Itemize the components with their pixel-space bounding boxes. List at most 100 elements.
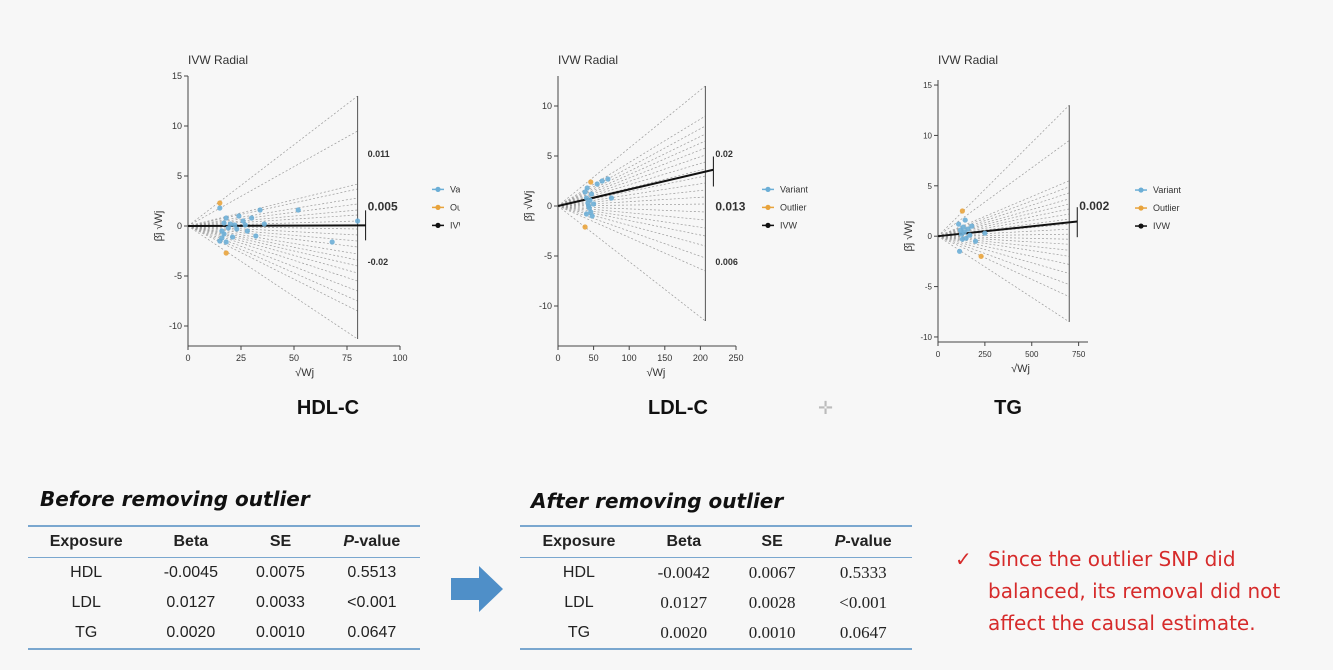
radial-scale-label: 0.002 <box>1079 199 1109 213</box>
col-header: Exposure <box>28 525 145 558</box>
variant-point <box>329 239 335 245</box>
radial-guide-line <box>187 130 358 227</box>
variant-point <box>223 215 229 221</box>
ivw-fit-line <box>557 168 714 207</box>
y-tick-label: 10 <box>172 121 182 131</box>
x-axis-label: √Wj <box>646 367 665 379</box>
after-table: Exposure Beta SE P-value HDL -0.0042 0.0… <box>520 525 912 650</box>
radial-scale-label: 0.011 <box>368 149 390 159</box>
y-axis-label: β̂j √Wj <box>903 221 915 252</box>
legend-key-dot <box>1138 223 1144 229</box>
y-tick-label: -5 <box>925 283 933 292</box>
radial-guide-line <box>937 186 1070 237</box>
x-tick-label: 150 <box>657 353 672 363</box>
variant-point <box>956 248 963 254</box>
legend-key-dot <box>435 204 441 210</box>
p-letter: P <box>343 533 355 550</box>
radial-guide-line <box>187 209 358 227</box>
variant-point <box>253 233 259 239</box>
radial-guide-line <box>557 154 706 207</box>
plus-icon: ✛ <box>818 398 834 418</box>
y-tick-label: 5 <box>928 182 933 191</box>
legend-label: Variant <box>780 184 808 194</box>
variant-point <box>582 189 588 195</box>
radial-guide-line <box>187 225 358 340</box>
x-tick-label: 250 <box>728 353 743 363</box>
variant-point <box>223 239 229 245</box>
radial-guide-line <box>557 205 706 259</box>
cell: 0.0647 <box>814 618 912 650</box>
radial-guide-line <box>937 235 1070 240</box>
legend-label: Outlier <box>1153 203 1180 213</box>
radial-guide-line <box>557 189 706 207</box>
p-letter: P <box>834 533 846 550</box>
variant-point <box>589 213 595 219</box>
note-line: affect the causal estimate. <box>988 611 1256 635</box>
variant-point <box>962 217 968 223</box>
cell: LDL <box>564 594 594 611</box>
variant-point <box>965 226 971 232</box>
variant-point <box>961 229 967 235</box>
cell: HDL <box>562 564 595 581</box>
radial-guide-line <box>937 235 1070 245</box>
x-tick-label: 0 <box>185 353 190 363</box>
note-line: Since the outlier SNP did <box>988 547 1236 571</box>
radial-guide-line <box>187 95 358 227</box>
radial-guide-line <box>937 198 1070 237</box>
y-tick-label: 10 <box>923 131 932 140</box>
legend-label: Variant <box>450 184 460 194</box>
legend-key-dot <box>435 186 441 192</box>
y-tick-label: -10 <box>920 333 932 342</box>
table-row: TG 0.0020 0.0010 0.0647 <box>520 618 912 650</box>
legend-label: Outlier <box>780 202 807 212</box>
variant-point <box>588 191 595 197</box>
radial-guide-line <box>557 140 706 207</box>
radial-scale-label: 0.02 <box>715 149 733 159</box>
legend-label: IVW <box>780 220 798 230</box>
y-tick-label: 0 <box>547 201 552 211</box>
panel-label-ldl: LDL-C <box>648 397 708 419</box>
conclusion-note: ✓ Since the outlier SNP did balanced, it… <box>955 543 1325 639</box>
hdl-radial-plot: IVW Radial 0 25 50 75 100 -10 -5 0 5 10 15 √Wj β̂j √W… <box>153 53 460 379</box>
radial-guide-line <box>557 205 706 322</box>
y-tick-label: 0 <box>928 232 933 241</box>
legend-key-dot <box>435 222 441 228</box>
y-tick-label: 15 <box>172 71 182 81</box>
radial-guide-line <box>557 115 706 207</box>
radial-guide-line <box>187 225 358 242</box>
radial-guide-line <box>937 235 1070 323</box>
cell: -0.0045 <box>163 564 218 581</box>
radial-scale-label: 0.013 <box>715 199 745 213</box>
x-tick-label: 500 <box>1025 350 1039 359</box>
radial-guide-line <box>557 205 706 221</box>
variant-point <box>217 205 223 211</box>
radial-guide-line <box>187 225 358 274</box>
cell: 0.0075 <box>256 564 305 581</box>
cell: <0.001 <box>347 594 397 611</box>
radial-guide-line <box>187 225 358 255</box>
radial-guide-line <box>937 235 1070 274</box>
variant-point <box>242 222 248 228</box>
radial-guide-line <box>937 180 1070 237</box>
cell: 0.0020 <box>637 618 730 650</box>
note-line: balanced, its removal did not <box>988 579 1281 603</box>
variant-point <box>355 218 361 224</box>
radial-guide-line <box>557 182 706 207</box>
table-row: TG 0.0020 0.0010 0.0647 <box>28 618 420 650</box>
radial-guide-line <box>557 205 706 237</box>
variant-point <box>588 209 594 215</box>
y-tick-label: 10 <box>542 101 552 111</box>
variant-point <box>967 232 973 238</box>
p-suffix: -value <box>845 533 892 550</box>
cell: 0.5513 <box>347 564 397 581</box>
cell: -0.0042 <box>657 563 711 582</box>
plot-title: IVW Radial <box>188 53 248 67</box>
legend-label: IVW <box>1153 221 1171 231</box>
variant-point <box>217 238 223 244</box>
variant-point <box>591 201 597 207</box>
x-tick-label: 75 <box>342 353 352 363</box>
cell: 0.0067 <box>748 563 796 582</box>
table-row: LDL 0.0127 0.0033 <0.001 <box>28 588 420 618</box>
x-tick-label: 200 <box>693 353 708 363</box>
variant-point <box>584 185 590 191</box>
